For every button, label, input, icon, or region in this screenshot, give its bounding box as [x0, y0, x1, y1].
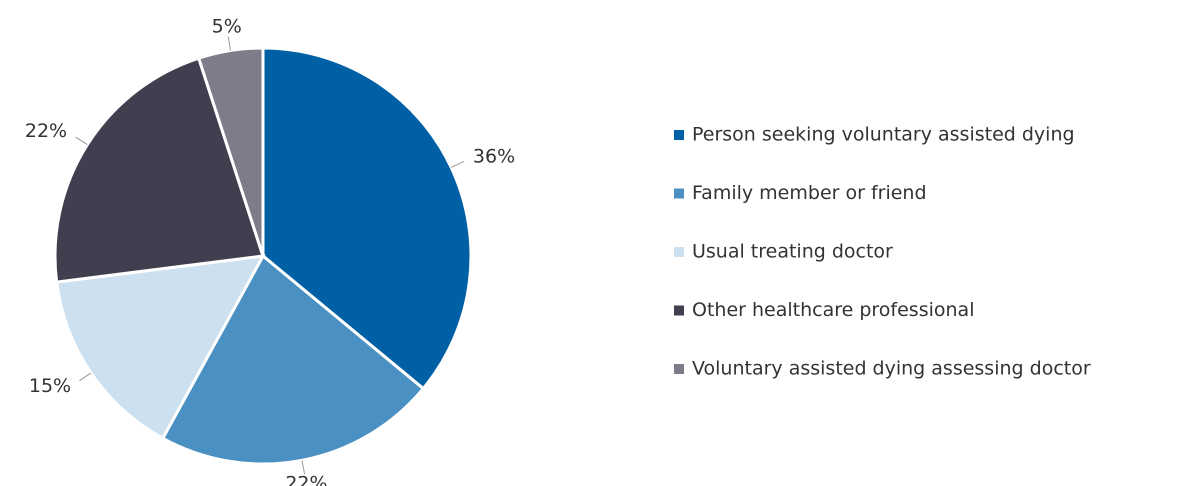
legend-swatch: [674, 130, 684, 140]
data-label: 15%: [29, 375, 71, 397]
legend-label: Other healthcare professional: [692, 299, 974, 321]
legend-swatch: [674, 188, 684, 199]
legend-swatch: [674, 364, 684, 374]
legend-label: Family member or friend: [692, 182, 927, 204]
legend-swatch: [674, 247, 684, 257]
data-label: 5%: [212, 15, 242, 37]
data-label: 36%: [473, 146, 515, 168]
leader-line: [450, 161, 465, 168]
leader-line: [79, 372, 92, 382]
legend-swatch: [674, 305, 684, 316]
legend-label: Person seeking voluntary assisted dying: [692, 124, 1075, 146]
pie-slice: [54, 254, 266, 441]
legend-label: Voluntary assisted dying assessing docto…: [692, 358, 1091, 380]
leader-line: [301, 460, 306, 475]
legend-label: Usual treating doctor: [692, 241, 893, 263]
data-label: 22%: [25, 120, 67, 142]
leader-line: [227, 36, 231, 51]
leader-line: [75, 136, 88, 145]
data-label: 22%: [285, 472, 327, 486]
